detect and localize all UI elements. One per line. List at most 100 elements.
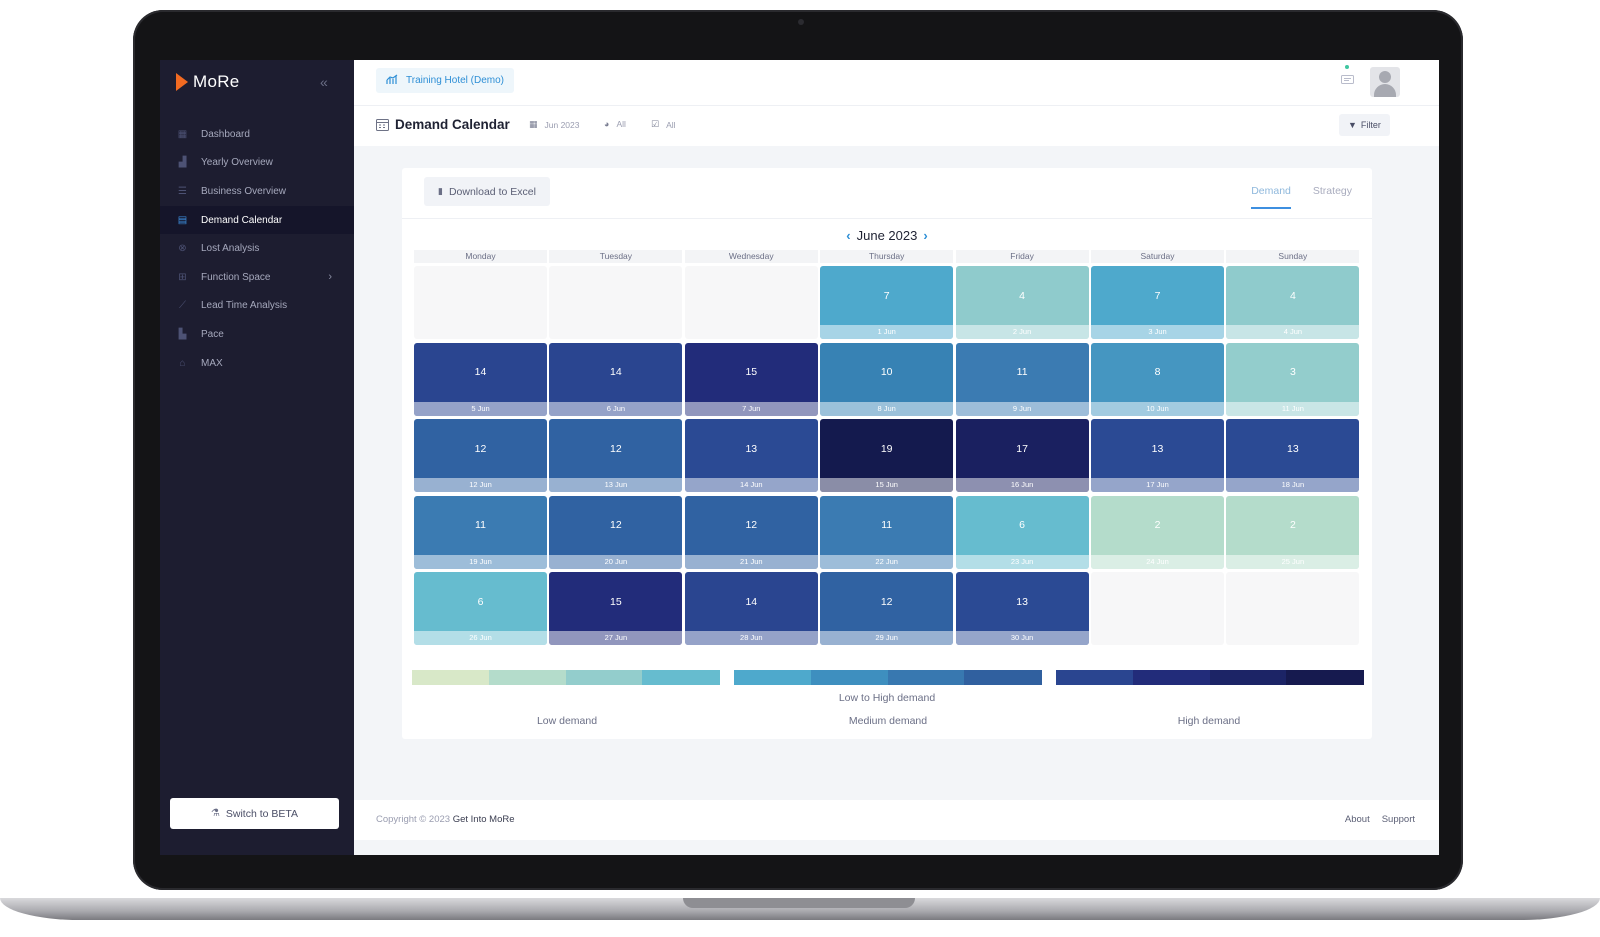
- calendar-day-cell[interactable]: 3 11 Jun: [1226, 342, 1360, 416]
- tab-strategy[interactable]: Strategy: [1312, 185, 1352, 197]
- app-screen: MoRe « ▦ Dashboard ▟ Yearly Overview ☰ Busine…: [160, 60, 1439, 855]
- flask-icon: ⚗: [210, 808, 220, 819]
- laptop-base: [0, 898, 1600, 920]
- support-link[interactable]: Support: [1381, 814, 1415, 825]
- chat-icon[interactable]: [1341, 75, 1354, 89]
- calendar-day-cell[interactable]: 12 29 Jun: [820, 572, 954, 645]
- sidebar-item-pace[interactable]: ▙ Pace: [160, 320, 354, 349]
- user-avatar[interactable]: [1370, 67, 1400, 97]
- calendar-day-cell[interactable]: 8 10 Jun: [1091, 342, 1224, 416]
- calendar-day-cell[interactable]: 11 22 Jun: [820, 495, 954, 569]
- demand-value: 13: [1287, 442, 1299, 455]
- sidebar-item-dashboard[interactable]: ▦ Dashboard: [160, 120, 354, 149]
- calendar-day-cell[interactable]: 14 5 Jun: [414, 342, 547, 416]
- demand-value: 15: [610, 595, 622, 608]
- calendar-day-cell[interactable]: 17 16 Jun: [955, 419, 1089, 492]
- previous-month-icon[interactable]: ‹: [846, 228, 851, 243]
- calendar-day-cell[interactable]: 4 2 Jun: [955, 266, 1089, 339]
- day-date: 25 Jun: [1226, 554, 1360, 569]
- calendar-day-cell[interactable]: 14 28 Jun: [684, 572, 818, 645]
- day-date: 4 Jun: [1226, 325, 1360, 339]
- demand-value: 4: [1289, 289, 1296, 302]
- calendar-day-cell[interactable]: 2 25 Jun: [1226, 495, 1360, 569]
- logo[interactable]: MoRe: [176, 72, 240, 92]
- calendar-day-cell[interactable]: 11 19 Jun: [414, 495, 547, 569]
- calendar-day-cell[interactable]: 13 17 Jun: [1091, 419, 1224, 492]
- calendar-cell-empty: [414, 266, 547, 339]
- demand-value: 2: [1289, 519, 1296, 531]
- demand-value: 15: [745, 366, 758, 378]
- filter-label: Filter: [1360, 120, 1381, 130]
- segment-selector[interactable]: ◕ All: [604, 119, 626, 129]
- demand-value: 4: [1019, 289, 1026, 302]
- weekday-label: Monday: [414, 250, 547, 263]
- sidebar-item-lead-time-analysis[interactable]: ⟋ Lead Time Analysis: [160, 292, 354, 321]
- sidebar-item-business-overview[interactable]: ☰ Business Overview: [160, 177, 354, 206]
- tab-demand[interactable]: Demand: [1251, 178, 1291, 209]
- bar-chart-icon: ▟: [178, 157, 187, 169]
- demand-value: 13: [1151, 442, 1164, 455]
- calendar-day-cell[interactable]: 13 14 Jun: [684, 419, 818, 492]
- page-title: Demand Calendar: [395, 117, 510, 132]
- calendar-day-cell[interactable]: 6 23 Jun: [955, 495, 1089, 569]
- legend-medium-label: Medium demand: [848, 715, 928, 727]
- calendar-day-cell[interactable]: 13 30 Jun: [955, 572, 1089, 645]
- sidebar-item-function-space[interactable]: ⊞ Function Space ›: [160, 263, 354, 292]
- status-selector[interactable]: ☑ All: [651, 119, 676, 130]
- about-link[interactable]: About: [1344, 814, 1370, 825]
- calendar-day-cell[interactable]: 15 7 Jun: [684, 342, 818, 416]
- hotel-selector[interactable]: Training Hotel (Demo): [376, 68, 514, 93]
- day-date: 23 Jun: [955, 554, 1089, 569]
- day-date: 2 Jun: [955, 325, 1089, 339]
- sidebar-item-demand-calendar[interactable]: ▤ Demand Calendar: [160, 205, 354, 235]
- calendar-day-cell[interactable]: 2 24 Jun: [1091, 495, 1224, 569]
- status-label: All: [666, 119, 676, 130]
- demand-value: 11: [475, 519, 486, 531]
- footer-brand-link[interactable]: Get Into MoRe: [452, 814, 515, 825]
- calendar-day-cell[interactable]: 19 15 Jun: [820, 419, 954, 492]
- filter-button[interactable]: ▼ Filter: [1339, 114, 1390, 136]
- calendar-day-cell[interactable]: 7 1 Jun: [820, 266, 954, 339]
- calendar-day-cell[interactable]: 13 18 Jun: [1226, 419, 1360, 492]
- period-selector[interactable]: ▦ Jun 2023: [529, 119, 580, 130]
- legend-swatch: [412, 670, 490, 685]
- calendar-day-cell[interactable]: 7 3 Jun: [1091, 266, 1224, 339]
- download-to-excel-button[interactable]: ▮ Download to Excel: [424, 177, 550, 206]
- topbar: Training Hotel (Demo): [354, 60, 1439, 106]
- footer: Copyright © 2023 Get Into MoRe About Sup…: [354, 800, 1439, 840]
- calendar-day-cell[interactable]: 12 21 Jun: [684, 495, 818, 569]
- calendar-day-cell[interactable]: 4 4 Jun: [1226, 266, 1360, 339]
- sidebar-item-max[interactable]: ⌂ MAX: [160, 349, 354, 378]
- demand-value: 19: [880, 442, 893, 455]
- day-date: 7 Jun: [684, 401, 818, 416]
- day-date: 14 Jun: [684, 478, 818, 492]
- calendar-day-cell[interactable]: 12 12 Jun: [414, 419, 547, 492]
- switch-to-beta-button[interactable]: ⚗ Switch to BETA: [170, 798, 339, 829]
- sidebar-item-yearly-overview[interactable]: ▟ Yearly Overview: [160, 149, 354, 178]
- next-month-icon[interactable]: ›: [923, 228, 928, 243]
- day-date: 1 Jun: [820, 325, 954, 339]
- legend-swatch: [887, 670, 965, 685]
- calendar-day-cell[interactable]: 11 9 Jun: [955, 342, 1089, 416]
- table-icon: ⊞: [178, 271, 187, 283]
- hotel-name: Training Hotel (Demo): [406, 75, 504, 86]
- calendar-day-cell[interactable]: 12 20 Jun: [549, 495, 683, 569]
- demand-value: 10: [880, 366, 893, 378]
- calendar-day-cell[interactable]: 12 13 Jun: [549, 419, 683, 492]
- day-date: 5 Jun: [414, 401, 547, 416]
- calendar-day-cell[interactable]: 10 8 Jun: [820, 342, 954, 416]
- demand-value: 12: [474, 442, 487, 455]
- weekday-label: Sunday: [1226, 250, 1360, 263]
- calendar-day-cell[interactable]: 15 27 Jun: [549, 572, 683, 645]
- avatar-head: [1379, 71, 1391, 83]
- calendar-day-cell[interactable]: 14 6 Jun: [549, 342, 683, 416]
- calendar-day-cell[interactable]: 6 26 Jun: [414, 572, 547, 645]
- day-date: 20 Jun: [549, 554, 683, 569]
- legend-caption: Low to High demand: [838, 692, 936, 704]
- filter-icon: ▼: [1348, 120, 1357, 130]
- sidebar: MoRe « ▦ Dashboard ▟ Yearly Overview ☰ Busine…: [160, 60, 354, 855]
- sidebar-item-lost-analysis[interactable]: ⊗ Lost Analysis: [160, 234, 354, 263]
- collapse-sidebar-icon[interactable]: «: [320, 74, 328, 90]
- page-header: Demand Calendar ▦ Jun 2023 ◕ All ☑ All ▼…: [354, 106, 1439, 146]
- legend-swatch: [1132, 670, 1210, 685]
